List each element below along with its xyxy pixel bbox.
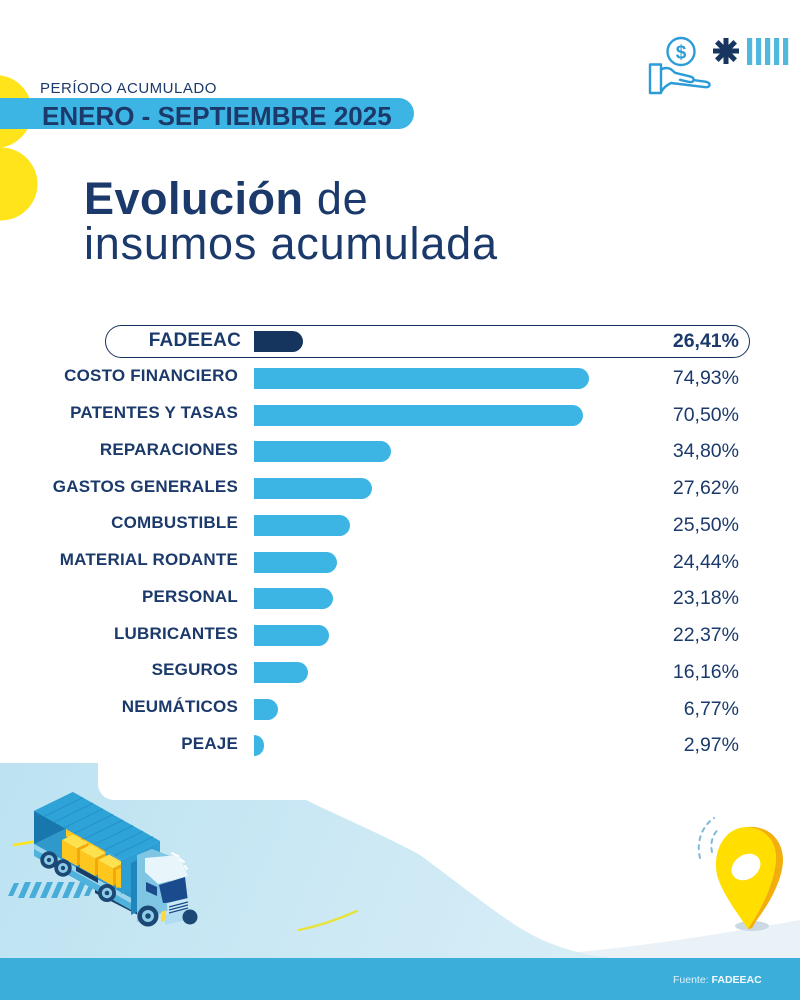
- svg-text:$: $: [676, 43, 687, 64]
